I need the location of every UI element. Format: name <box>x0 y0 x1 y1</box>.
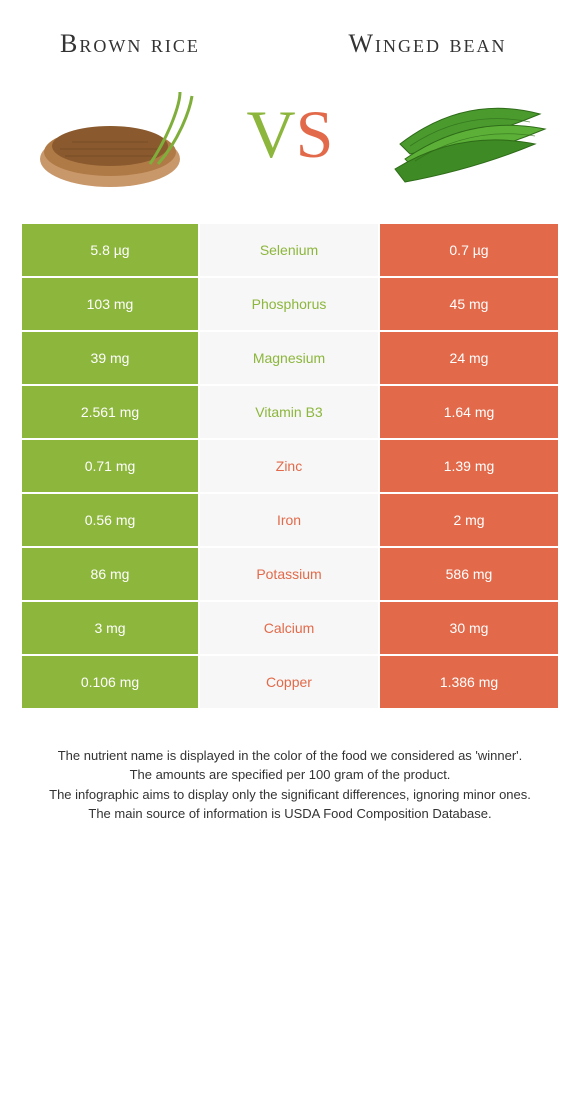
footer-line: The nutrient name is displayed in the co… <box>22 746 558 766</box>
right-value: 0.7 µg <box>380 224 558 278</box>
right-value: 1.386 mg <box>380 656 558 710</box>
table-row: 3 mgCalcium30 mg <box>22 602 558 656</box>
left-value: 0.71 mg <box>22 440 200 494</box>
nutrient-name: Phosphorus <box>200 278 380 332</box>
table-row: 39 mgMagnesium24 mg <box>22 332 558 386</box>
right-value: 586 mg <box>380 548 558 602</box>
table-row: 5.8 µgSelenium0.7 µg <box>22 224 558 278</box>
nutrient-name: Selenium <box>200 224 380 278</box>
nutrient-name: Copper <box>200 656 380 710</box>
titles-row: Brown rice Winged bean <box>0 0 580 69</box>
left-value: 103 mg <box>22 278 200 332</box>
nutrient-table: 5.8 µgSelenium0.7 µg103 mgPhosphorus45 m… <box>22 224 558 710</box>
nutrient-name: Potassium <box>200 548 380 602</box>
vs-v: V <box>247 100 296 168</box>
footer-notes: The nutrient name is displayed in the co… <box>22 746 558 824</box>
left-value: 39 mg <box>22 332 200 386</box>
footer-line: The infographic aims to display only the… <box>22 785 558 805</box>
vs-label: VS <box>247 100 334 168</box>
page: Brown rice Winged bean VS <box>0 0 580 824</box>
footer-line: The main source of information is USDA F… <box>22 804 558 824</box>
right-value: 2 mg <box>380 494 558 548</box>
table-row: 0.71 mgZinc1.39 mg <box>22 440 558 494</box>
left-value: 2.561 mg <box>22 386 200 440</box>
right-value: 45 mg <box>380 278 558 332</box>
table-row: 0.106 mgCopper1.386 mg <box>22 656 558 710</box>
nutrient-name: Zinc <box>200 440 380 494</box>
brown-rice-icon <box>30 74 200 194</box>
images-row: VS <box>0 69 580 224</box>
left-value: 0.106 mg <box>22 656 200 710</box>
nutrient-name: Calcium <box>200 602 380 656</box>
right-value: 1.39 mg <box>380 440 558 494</box>
nutrient-name: Iron <box>200 494 380 548</box>
nutrient-name: Vitamin B3 <box>200 386 380 440</box>
left-value: 3 mg <box>22 602 200 656</box>
vs-s: S <box>296 100 334 168</box>
right-value: 30 mg <box>380 602 558 656</box>
food-title-right: Winged bean <box>305 30 550 59</box>
table-row: 86 mgPotassium586 mg <box>22 548 558 602</box>
table-row: 103 mgPhosphorus45 mg <box>22 278 558 332</box>
nutrient-name: Magnesium <box>200 332 380 386</box>
right-value: 1.64 mg <box>380 386 558 440</box>
table-row: 0.56 mgIron2 mg <box>22 494 558 548</box>
right-value: 24 mg <box>380 332 558 386</box>
table-row: 2.561 mgVitamin B31.64 mg <box>22 386 558 440</box>
footer-line: The amounts are specified per 100 gram o… <box>22 765 558 785</box>
food-title-left: Brown rice <box>30 30 305 59</box>
left-value: 86 mg <box>22 548 200 602</box>
left-value: 0.56 mg <box>22 494 200 548</box>
winged-bean-icon <box>380 74 550 194</box>
left-value: 5.8 µg <box>22 224 200 278</box>
